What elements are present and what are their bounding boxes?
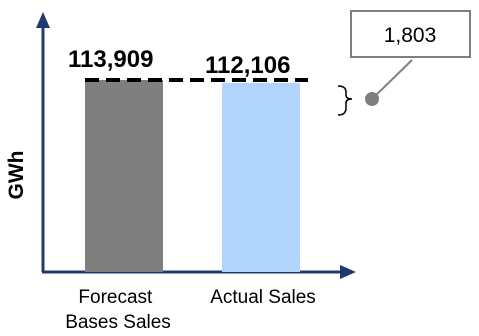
bars-group <box>85 80 300 272</box>
callout-connector <box>371 59 413 100</box>
callout-value: 1,803 <box>384 24 437 47</box>
category-label-actual: Actual Sales <box>210 287 316 308</box>
y-axis-label: GWh <box>5 151 28 200</box>
category-label-forecast: Forecast Bases Sales <box>65 287 171 333</box>
x-axis-arrow-icon <box>340 265 356 279</box>
category-label-forecast-line-2: Bases Sales <box>65 312 171 333</box>
value-label-forecast: 113,909 <box>68 46 153 73</box>
difference-bracket <box>337 85 353 116</box>
bar-forecast <box>85 80 163 272</box>
category-label-actual-line-1: Actual Sales <box>210 287 316 308</box>
callout-box <box>350 10 471 58</box>
bar-actual <box>222 83 300 272</box>
value-label-actual: 112,106 <box>205 52 290 79</box>
y-axis-arrow-icon <box>36 12 50 28</box>
callout-dot <box>365 92 379 106</box>
category-label-forecast-line-1: Forecast <box>78 287 153 308</box>
